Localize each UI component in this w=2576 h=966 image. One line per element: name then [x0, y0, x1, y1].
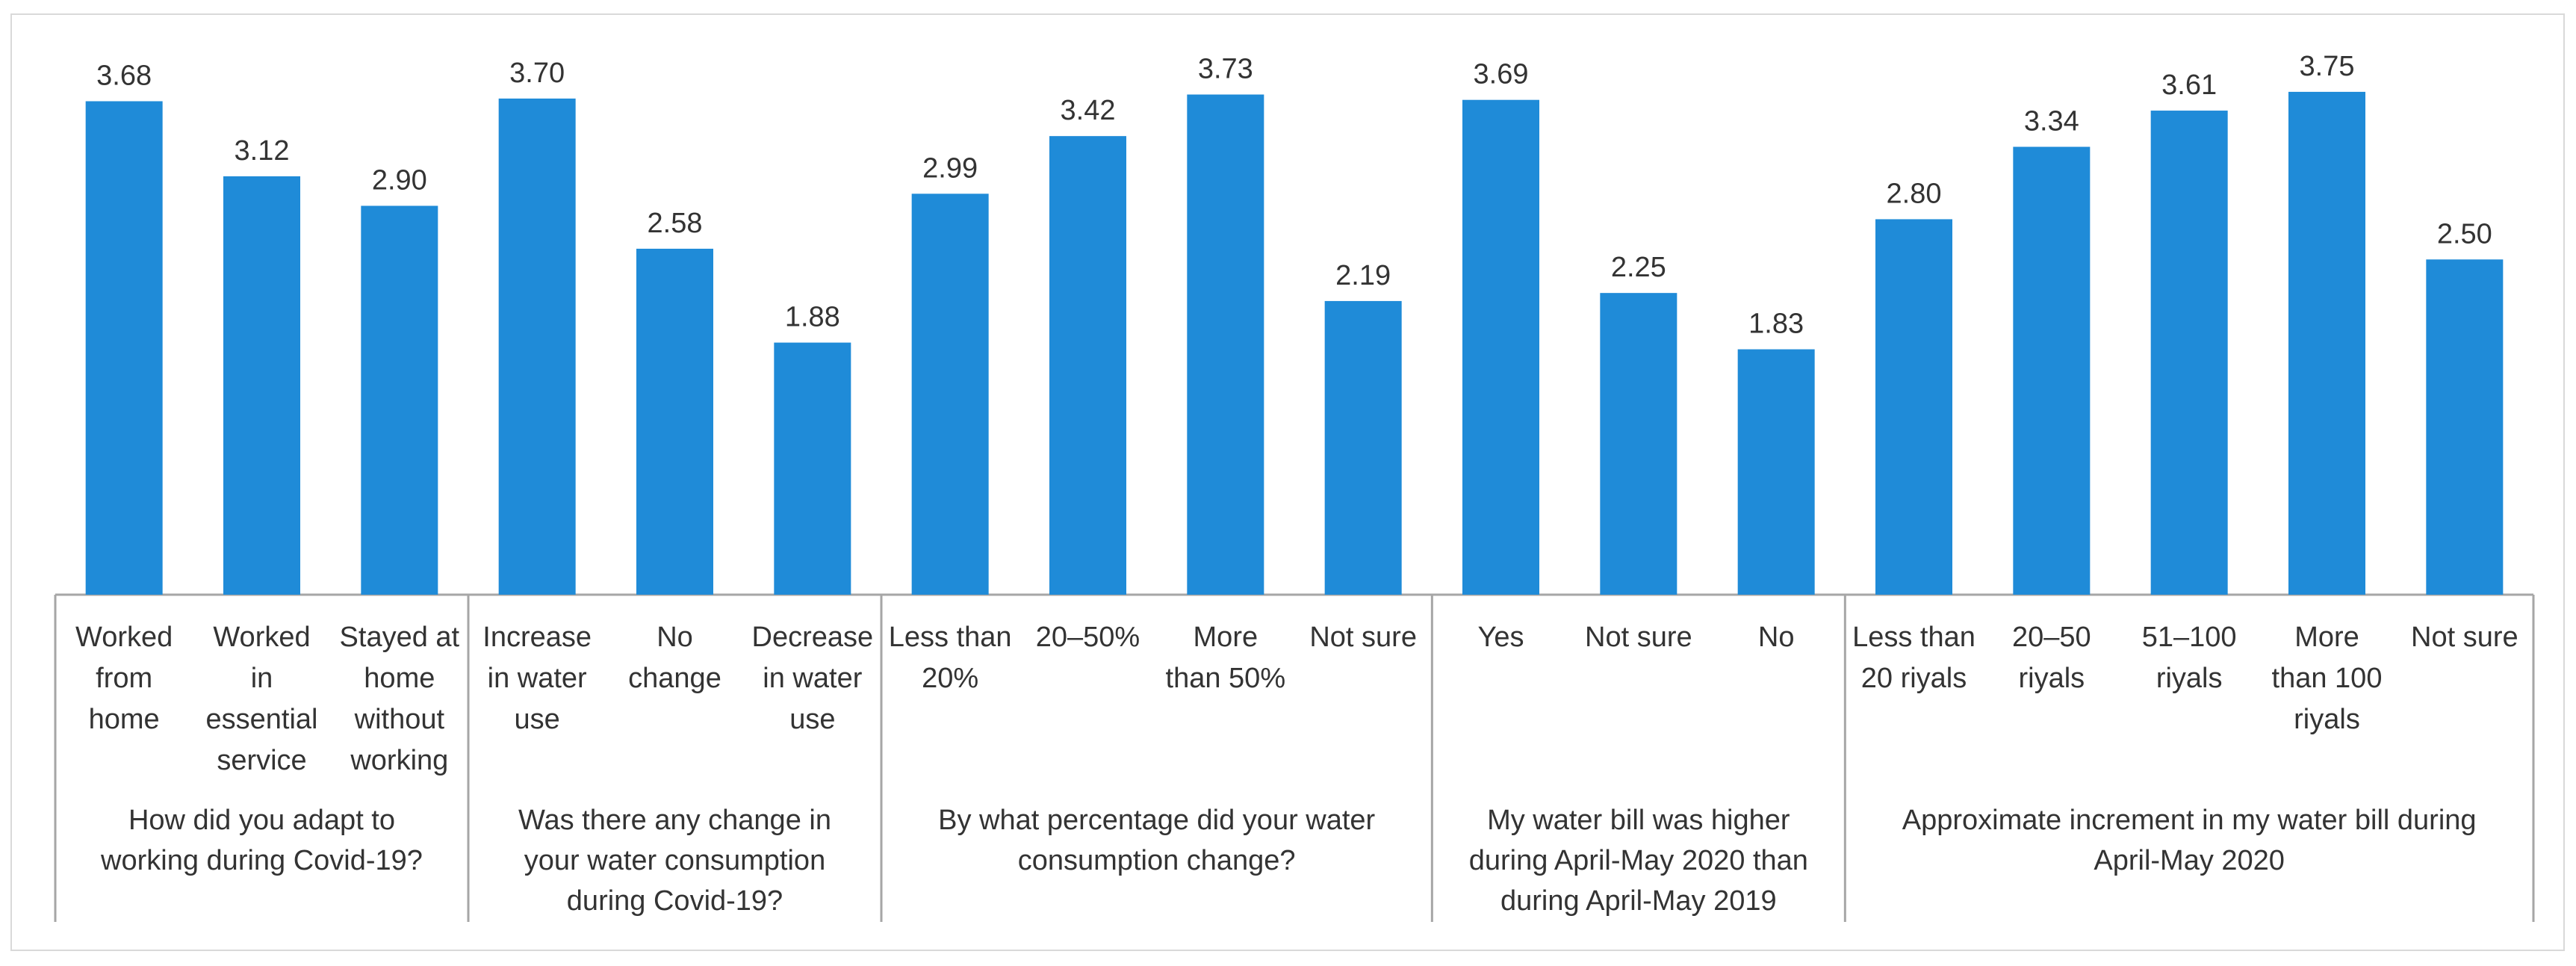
data-label: 3.34 — [2024, 106, 2079, 137]
data-label: 3.12 — [235, 135, 290, 167]
bar — [85, 101, 163, 595]
data-label: 1.88 — [785, 302, 840, 333]
bar — [1875, 219, 1952, 595]
category-label: Not sure — [2411, 622, 2518, 653]
category-label: Yes — [1478, 622, 1524, 653]
data-label: 1.83 — [1748, 309, 1804, 340]
category-label: Worked in essential service — [206, 622, 318, 776]
category-label: Not sure — [1309, 622, 1417, 653]
group-label: Was there any change in your water consum… — [518, 805, 831, 917]
category-label: 51–100 riyals — [2142, 622, 2237, 694]
data-label: 3.69 — [1474, 59, 1529, 90]
category-label: Less than 20% — [889, 622, 1012, 694]
group-label: Approximate increment in my water bill d… — [1902, 805, 2477, 876]
bar — [1049, 136, 1126, 595]
bar — [911, 193, 989, 595]
data-label: 2.99 — [922, 152, 978, 184]
data-label: 2.58 — [648, 208, 703, 239]
data-label: 3.61 — [2161, 69, 2217, 101]
category-label: More than 100 riyals — [2272, 622, 2383, 735]
bar — [1600, 293, 1677, 595]
bar — [774, 342, 851, 595]
category-label: 20–50% — [1036, 622, 1140, 653]
category-label: Worked from home — [75, 622, 173, 735]
bar — [361, 205, 438, 595]
group-label: My water bill was higher during April-May… — [1469, 805, 1808, 917]
bar — [223, 176, 300, 595]
bar — [498, 98, 576, 595]
group-label: How did you adapt to working during Covid… — [100, 805, 423, 876]
group-label: By what percentage did your water consump… — [938, 805, 1375, 876]
data-label: 2.80 — [1887, 178, 1942, 209]
bar — [2013, 146, 2091, 595]
data-label: 3.70 — [509, 58, 565, 89]
category-label: Stayed at home without working — [340, 622, 460, 776]
bar — [2426, 259, 2504, 595]
data-label: 2.50 — [2437, 218, 2492, 250]
category-label: Not sure — [1585, 622, 1692, 653]
category-label: Decrease in water use — [752, 622, 874, 735]
data-label: 3.42 — [1061, 95, 1116, 126]
category-label: Increase in water use — [482, 622, 592, 735]
category-label: No — [1758, 622, 1795, 653]
category-label: More than 50% — [1166, 622, 1286, 694]
bar — [2150, 111, 2228, 595]
bar — [1462, 99, 1539, 595]
data-label: 2.25 — [1611, 252, 1666, 283]
bar — [2288, 91, 2365, 595]
data-label: 3.75 — [2300, 51, 2355, 82]
data-label: 2.90 — [372, 164, 427, 196]
category-label: Less than 20 riyals — [1852, 622, 1976, 694]
data-label: 2.19 — [1335, 260, 1391, 291]
bar — [1737, 349, 1815, 595]
data-label: 3.73 — [1198, 54, 1253, 85]
category-label: No change — [628, 622, 721, 694]
data-label: 3.68 — [96, 60, 152, 91]
bar — [1324, 300, 1402, 595]
bar — [1187, 94, 1264, 595]
category-label: 20–50 riyals — [2012, 622, 2091, 694]
bar — [636, 248, 713, 595]
chart-frame — [10, 13, 2565, 951]
